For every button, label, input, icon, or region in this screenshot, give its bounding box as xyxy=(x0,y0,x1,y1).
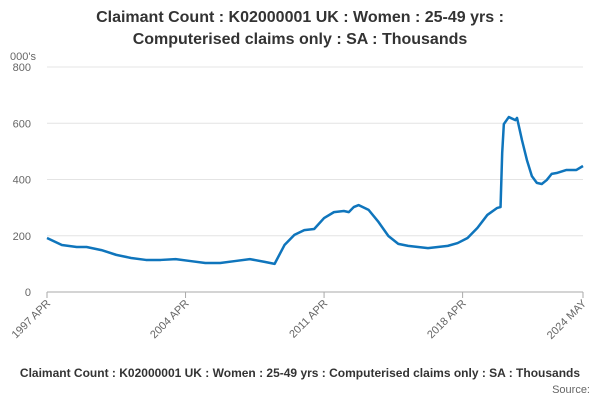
chart-title: Claimant Count : K02000001 UK : Women : … xyxy=(96,9,504,26)
x-tick-label: 2018 APR xyxy=(425,298,469,342)
caption: Claimant Count : K02000001 UK : Women : … xyxy=(20,366,580,380)
x-tick-label: 1997 APR xyxy=(10,298,54,342)
y-tick-label: 400 xyxy=(13,175,31,187)
y-tick-label: 0 xyxy=(25,287,31,299)
y-tick-label: 600 xyxy=(13,118,31,130)
y-tick-label: 800 xyxy=(13,62,31,74)
y-unit: 000's xyxy=(10,51,36,63)
line xyxy=(46,115,584,266)
chart-title: Computerised claims only : SA : Thousand… xyxy=(133,31,468,48)
x-tick-label: 2024 MAY xyxy=(545,297,590,342)
x-tick-label: 2004 APR xyxy=(148,298,192,342)
x-tick-label: 2011 APR xyxy=(287,298,330,341)
source: Source: xyxy=(552,384,590,396)
y-tick-label: 200 xyxy=(13,231,31,243)
